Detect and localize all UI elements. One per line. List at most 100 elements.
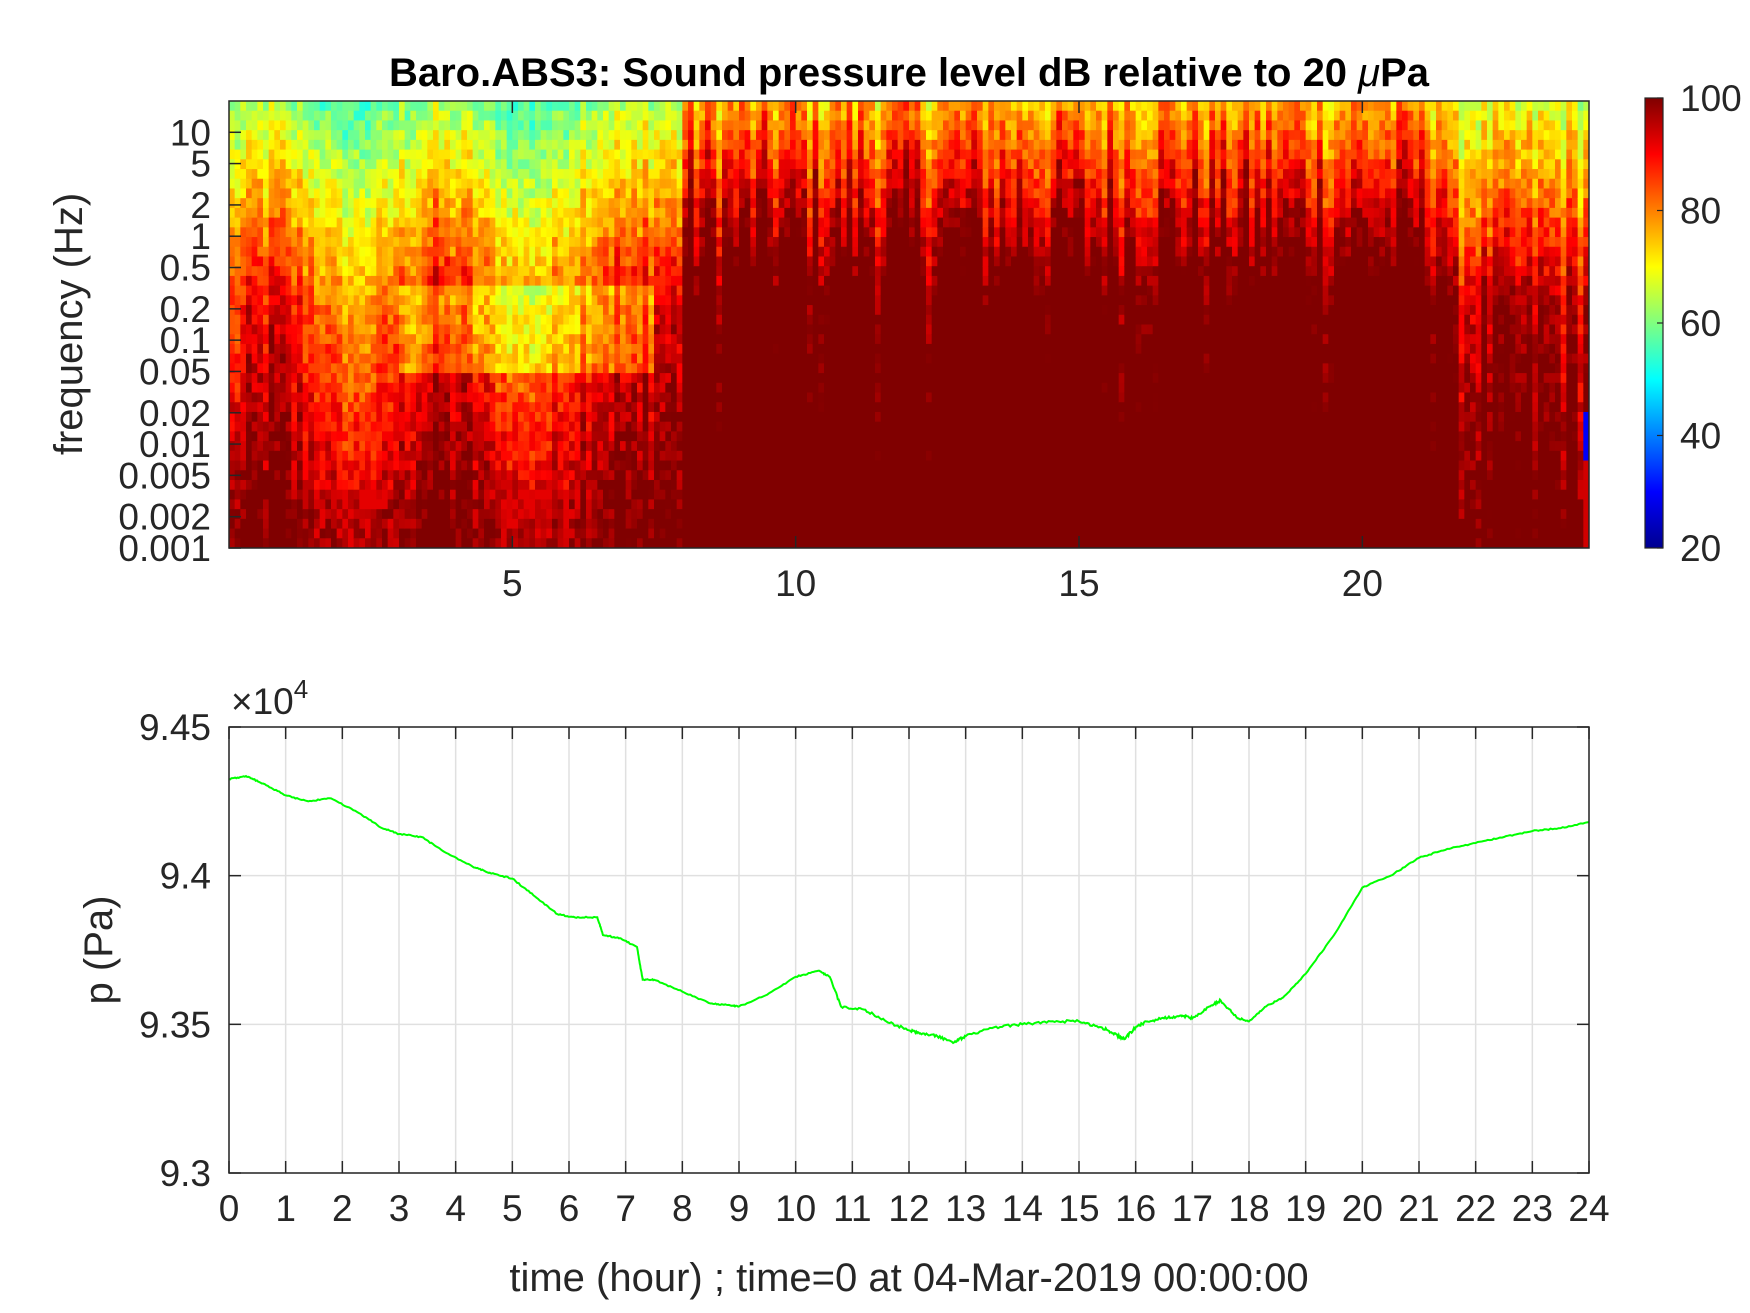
spectrogram-cell xyxy=(518,402,525,413)
spectrogram-cell xyxy=(251,295,258,306)
spectrogram-cell xyxy=(274,227,281,238)
spectrogram-cell xyxy=(597,392,604,403)
spectrogram-cell xyxy=(370,460,377,471)
spectrogram-cell xyxy=(603,256,610,267)
spectrogram-cell xyxy=(829,285,836,296)
spectrogram-cell xyxy=(257,392,264,403)
spectrogram-cell xyxy=(824,382,831,394)
spectrogram-cell xyxy=(693,295,700,306)
spectrogram-cell xyxy=(246,256,253,267)
spectrogram-cell xyxy=(280,159,287,170)
spectrogram-cell xyxy=(376,334,383,345)
spectrogram-cell xyxy=(523,518,530,530)
spectrogram-cell xyxy=(438,334,445,345)
spectrogram-cell xyxy=(535,159,542,170)
spectrogram-cell xyxy=(325,207,332,219)
spectrogram-cell xyxy=(302,207,309,219)
spectrogram-cell xyxy=(841,275,848,287)
spectrogram-cell xyxy=(291,353,298,364)
spectrogram-cell xyxy=(603,266,610,277)
spectrogram-cell xyxy=(722,188,729,199)
spectrogram-cell xyxy=(319,237,326,248)
spectrogram-cell xyxy=(455,343,462,355)
spectrogram-cell xyxy=(671,169,678,180)
spectrogram-cell xyxy=(665,402,672,413)
spectrogram-cell xyxy=(665,392,672,403)
spectrogram-cell xyxy=(574,120,581,131)
spectrogram-cell xyxy=(336,392,343,403)
spectrogram-cell xyxy=(336,363,343,374)
spectrogram-cell xyxy=(246,275,253,287)
spectrogram-cell xyxy=(501,411,508,423)
spectrogram-cell xyxy=(761,363,768,374)
spectrogram-cell xyxy=(353,198,360,209)
spectrogram-cell xyxy=(790,392,797,403)
spectrogram-cell xyxy=(478,110,485,122)
spectrogram-cell xyxy=(472,169,479,180)
spectrogram-cell xyxy=(693,266,700,277)
spectrogram-cell xyxy=(569,275,576,287)
spectrogram-cell xyxy=(365,499,372,510)
spectrogram-cell xyxy=(659,188,666,199)
spectrogram-cell xyxy=(557,431,564,442)
spectrogram-cell xyxy=(693,334,700,345)
spectrogram-cell xyxy=(246,227,253,238)
spectrogram-cell xyxy=(540,373,547,384)
spectrogram-cell xyxy=(739,110,746,122)
spectrogram-cell xyxy=(506,314,513,326)
spectrogram-cell xyxy=(699,518,706,530)
spectrogram-cell xyxy=(790,431,797,442)
spectrogram-cell xyxy=(467,159,474,170)
spectrogram-cell xyxy=(676,305,683,316)
spectrogram-cell xyxy=(625,139,632,151)
spectrogram-cell xyxy=(563,479,570,491)
spectrogram-cell xyxy=(512,411,519,423)
spectrogram-cell xyxy=(716,518,723,530)
spectrogram-cell xyxy=(722,305,729,316)
spectrogram-cell xyxy=(297,198,304,209)
spectrogram-cell xyxy=(795,450,802,462)
spectrogram-cell xyxy=(784,101,791,112)
spectrogram-cell xyxy=(778,499,785,510)
spectrogram-cell xyxy=(767,363,774,374)
spectrogram-cell xyxy=(557,441,564,452)
spectrogram-cell xyxy=(399,334,406,345)
spectrogram-cell xyxy=(257,470,264,481)
spectrogram-cell xyxy=(744,159,751,170)
spectrogram-cell xyxy=(682,450,689,462)
spectrogram-cell xyxy=(693,363,700,374)
spectrogram-cell xyxy=(688,499,695,510)
spectrogram-cell xyxy=(484,256,491,267)
spectrogram-cell xyxy=(574,460,581,471)
spectrogram-cell xyxy=(659,314,666,326)
spectrogram-cell xyxy=(801,237,808,248)
spectrogram-cell xyxy=(478,470,485,481)
spectrogram-cell xyxy=(812,130,819,141)
spectrogram-cell xyxy=(642,392,649,403)
spectrogram-cell xyxy=(506,450,513,462)
spectrogram-cell xyxy=(676,110,683,122)
spectrogram-cell xyxy=(297,470,304,481)
spectrogram-cell xyxy=(336,479,343,491)
spectrogram-cell xyxy=(676,314,683,326)
spectrogram-cell xyxy=(506,528,513,539)
spectrogram-cell xyxy=(251,256,258,267)
spectrogram-cell xyxy=(308,237,315,248)
spectrogram-cell xyxy=(705,149,712,160)
spectrogram-cell xyxy=(416,402,423,413)
spectrogram-cell xyxy=(716,441,723,452)
spectrogram-cell xyxy=(807,149,814,160)
spectrogram-cell xyxy=(642,373,649,384)
spectrogram-cell xyxy=(665,460,672,471)
spectrogram-cell xyxy=(722,227,729,238)
spectrogram-cell xyxy=(308,324,315,335)
spectrogram-cell xyxy=(478,373,485,384)
spectrogram-cell xyxy=(251,198,258,209)
spectrogram-cell xyxy=(750,246,757,258)
spectrogram-cell xyxy=(506,295,513,306)
spectrogram-cell xyxy=(659,431,666,442)
spectrogram-cell xyxy=(608,110,615,122)
spectrogram-cell xyxy=(257,324,264,335)
spectrogram-cell xyxy=(285,256,292,267)
spectrogram-cell xyxy=(518,431,525,442)
